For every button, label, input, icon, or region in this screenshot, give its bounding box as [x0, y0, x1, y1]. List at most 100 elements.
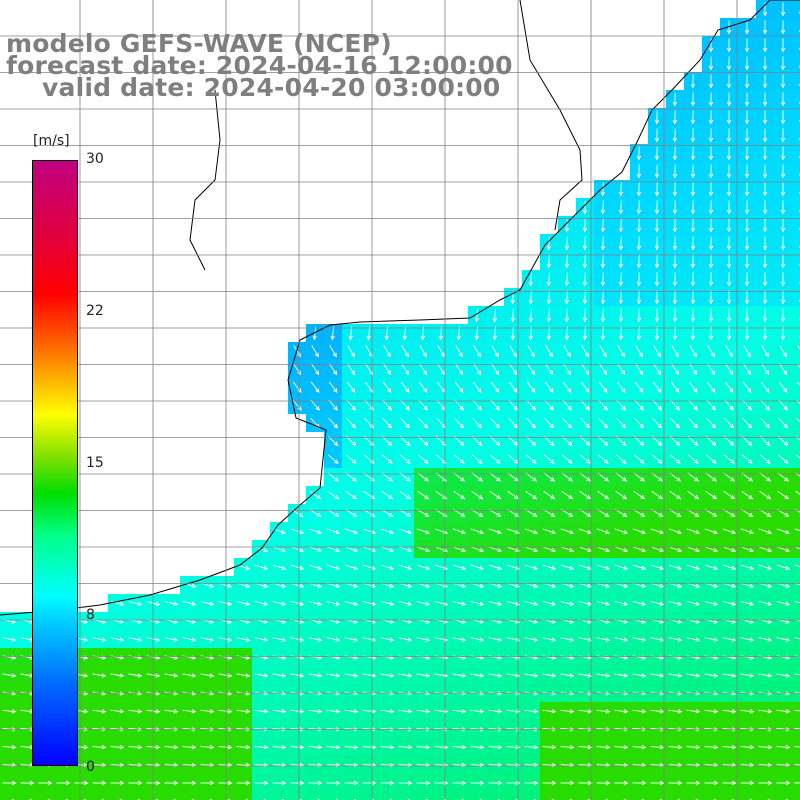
coastline — [0, 0, 800, 616]
wind-arrow — [636, 236, 642, 251]
wind-arrow — [308, 564, 323, 571]
wind-arrow — [726, 74, 732, 89]
field-cell — [252, 792, 270, 800]
border-line — [519, 0, 583, 231]
wind-arrow — [582, 218, 588, 233]
wind-arrow — [417, 436, 429, 447]
wind-arrow — [634, 381, 644, 394]
wind-arrow — [344, 745, 359, 750]
wind-arrow — [578, 780, 593, 786]
wind-arrow — [128, 745, 143, 750]
wind-arrow — [780, 20, 786, 35]
wind-arrow — [597, 454, 609, 464]
wind-arrow — [560, 637, 575, 642]
wind-arrow — [762, 146, 768, 161]
wind-arrow — [347, 363, 356, 376]
wind-arrow — [704, 780, 719, 786]
wind-arrow — [578, 637, 593, 642]
wind-arrow — [762, 164, 768, 179]
wind-arrow — [236, 637, 251, 642]
field-cell — [522, 792, 540, 800]
wind-arrow — [524, 564, 539, 571]
coastline-line — [0, 0, 800, 616]
wind-arrow — [526, 417, 537, 429]
wind-arrow — [308, 546, 323, 553]
wind-arrow — [452, 709, 467, 714]
wind-arrow — [672, 218, 678, 233]
wind-arrow — [758, 600, 773, 606]
wind-arrow — [524, 600, 539, 606]
wind-arrow — [651, 490, 664, 500]
wind-arrow — [600, 254, 606, 269]
field-cell — [792, 558, 800, 576]
wind-arrow — [762, 290, 768, 305]
wind-arrow — [416, 745, 431, 750]
wind-arrow — [399, 436, 411, 447]
wind-arrow — [726, 326, 732, 341]
wind-arrow — [290, 528, 305, 535]
field-cell — [774, 792, 792, 800]
wind-arrow — [795, 454, 800, 459]
wind-arrow — [454, 399, 464, 411]
field-cell — [486, 792, 504, 800]
wind-arrow — [794, 528, 800, 532]
wind-arrow — [762, 110, 768, 125]
wind-arrow — [344, 564, 359, 571]
wind-arrow — [524, 546, 539, 553]
wind-arrow — [524, 780, 539, 786]
wind-arrow — [308, 780, 323, 786]
wind-arrow — [780, 308, 786, 323]
wind-arrow — [614, 709, 629, 714]
wind-arrow — [794, 691, 800, 694]
wind-arrow — [777, 436, 789, 447]
wind-arrow — [722, 780, 737, 786]
wind-arrow — [582, 200, 588, 215]
wind-arrow — [510, 308, 515, 323]
field-cell — [756, 792, 774, 800]
wind-arrow — [762, 308, 768, 323]
wind-arrow — [164, 600, 179, 606]
field-cell — [594, 792, 612, 800]
wind-arrow — [598, 417, 609, 429]
field-cell — [702, 792, 720, 800]
wind-arrow — [600, 236, 606, 251]
field-cell — [792, 630, 800, 648]
colorbar-tick-15: 15 — [86, 455, 104, 471]
wind-arrow — [654, 236, 660, 251]
wind-arrow — [308, 528, 323, 535]
wind-arrow — [690, 146, 696, 161]
wind-arrow — [795, 436, 800, 441]
wind-arrow — [380, 637, 395, 642]
wind-arrow — [722, 600, 737, 606]
wind-arrow — [708, 92, 714, 107]
wind-arrow — [690, 308, 696, 323]
wind-arrow — [543, 436, 555, 447]
wind-arrow — [690, 254, 696, 269]
wind-arrow — [653, 345, 661, 358]
wind-arrow — [506, 528, 521, 535]
wind-arrow — [524, 673, 539, 678]
wind-arrow — [506, 637, 521, 642]
wind-arrow — [581, 363, 590, 376]
wind-arrow — [488, 780, 503, 786]
wind-arrow — [399, 454, 411, 464]
wind-arrow — [704, 745, 719, 750]
wind-arrow — [668, 709, 683, 714]
wind-arrow — [419, 363, 428, 376]
wind-arrow — [596, 637, 611, 642]
wind-arrow — [506, 564, 521, 571]
wind-arrow — [509, 363, 518, 376]
wind-arrow — [366, 326, 371, 341]
wind-arrow — [614, 637, 629, 642]
wind-arrow — [744, 146, 750, 161]
field-cell — [306, 792, 324, 800]
wind-arrow — [708, 254, 714, 269]
wind-arrow — [400, 399, 410, 411]
wind-arrow — [598, 399, 608, 411]
wind-arrow — [327, 436, 339, 447]
wind-arrow — [453, 436, 465, 447]
wind-arrow — [615, 436, 627, 447]
wind-arrow — [128, 673, 143, 678]
field-cell — [576, 792, 594, 800]
wind-arrow — [780, 2, 786, 17]
